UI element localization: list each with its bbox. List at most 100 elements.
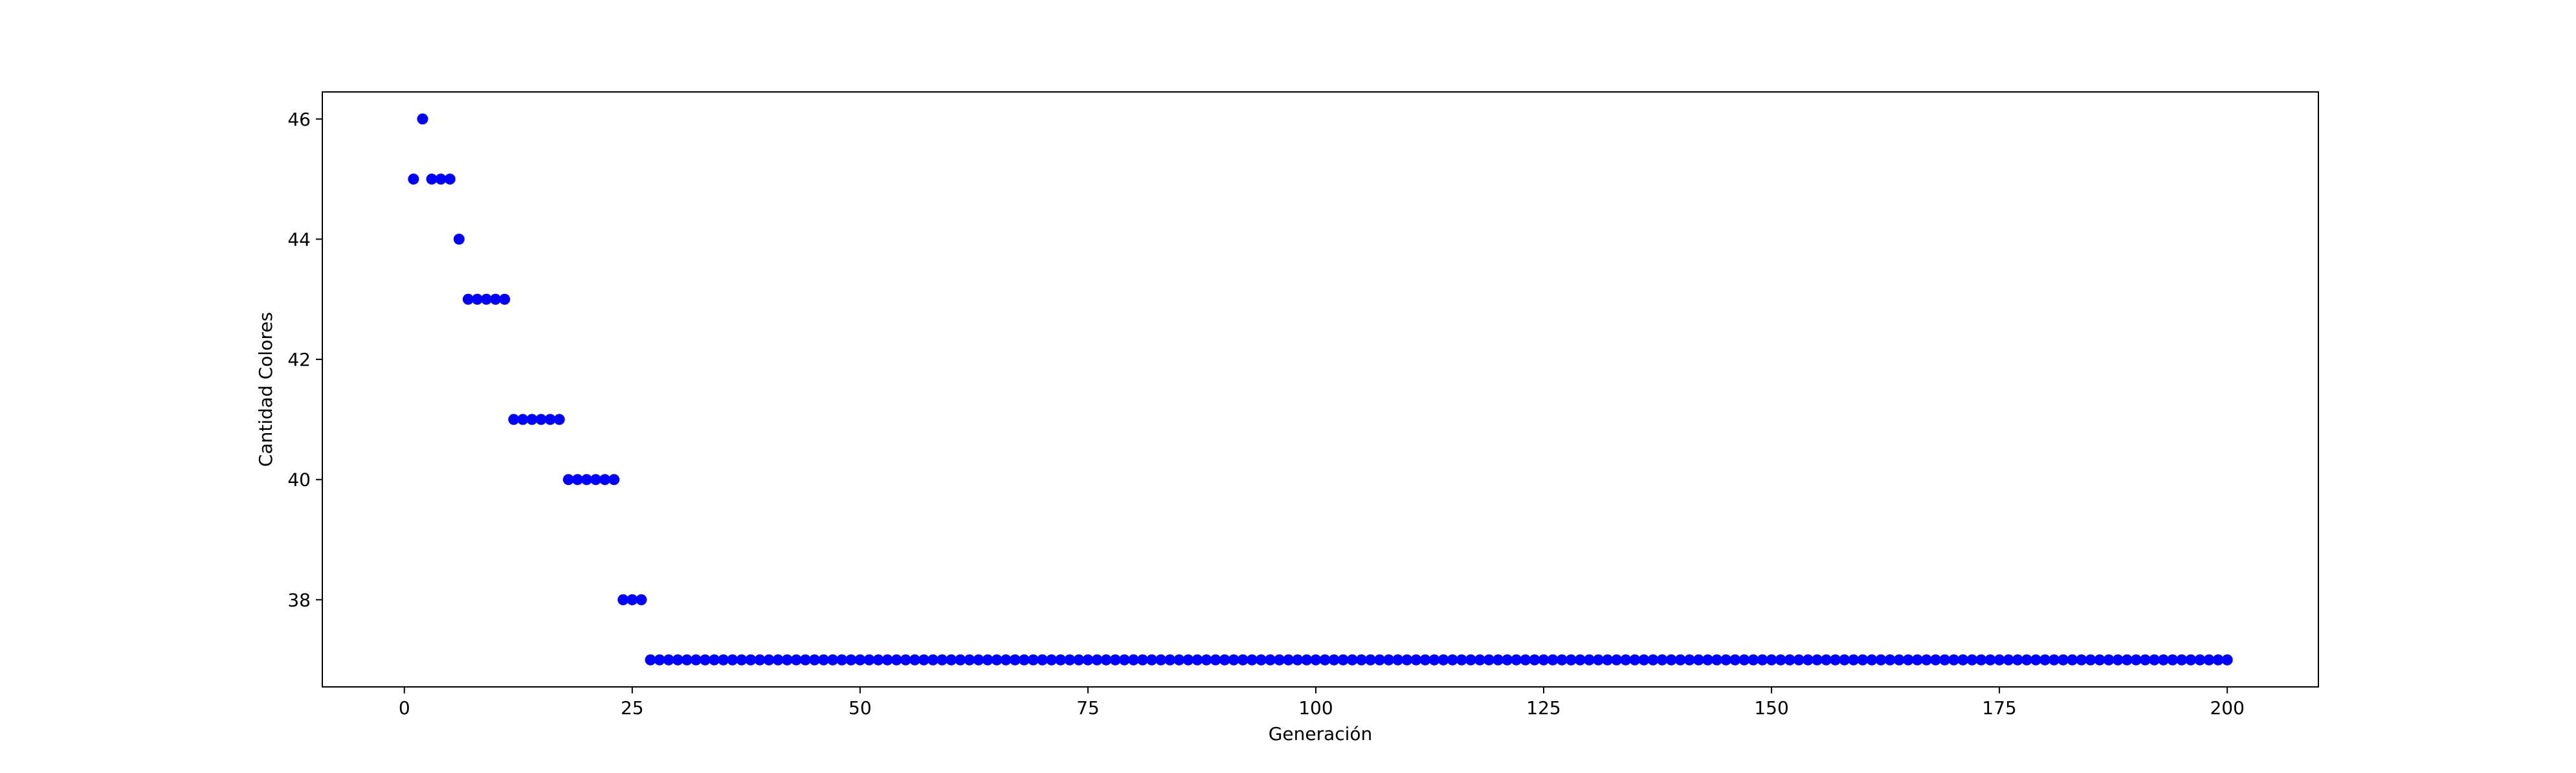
- data-point: [2167, 654, 2179, 666]
- data-point: [490, 293, 502, 305]
- x-tick-label: 100: [1298, 697, 1333, 719]
- data-point: [1620, 654, 1632, 666]
- data-point: [1665, 654, 1677, 666]
- data-point: [808, 654, 820, 666]
- data-point: [1611, 654, 1623, 666]
- x-tick-label: 150: [1754, 697, 1788, 719]
- data-point: [1401, 654, 1413, 666]
- data-point: [1064, 654, 1076, 666]
- x-axis-ticks: 0 25 50 75 100 125 150 175 200: [399, 687, 2245, 719]
- data-point: [718, 654, 729, 666]
- data-point: [581, 474, 592, 486]
- data-point: [1511, 654, 1522, 666]
- data-point: [1720, 654, 1732, 666]
- data-point: [964, 654, 975, 666]
- data-point: [1109, 654, 1121, 666]
- data-point: [1118, 654, 1130, 666]
- data-point: [918, 654, 929, 666]
- data-point: [955, 654, 966, 666]
- data-point: [1009, 654, 1021, 666]
- data-point: [1593, 654, 1604, 666]
- data-point: [1283, 654, 1294, 666]
- data-point: [1046, 654, 1058, 666]
- x-tick-label: 200: [2210, 697, 2244, 719]
- data-point: [1255, 654, 1267, 666]
- data-point: [672, 654, 683, 666]
- data-point: [799, 654, 811, 666]
- y-tick-label: 40: [287, 469, 311, 491]
- data-point: [663, 654, 674, 666]
- data-point: [699, 654, 711, 666]
- data-point: [1383, 654, 1395, 666]
- plot-area-frame: [322, 91, 2319, 688]
- data-point: [1192, 654, 1203, 666]
- data-point: [1957, 654, 1969, 666]
- data-point: [1000, 654, 1012, 666]
- data-point: [1748, 654, 1759, 666]
- data-point: [617, 594, 629, 605]
- data-point: [1993, 654, 2005, 666]
- data-point: [1219, 654, 1230, 666]
- data-point: [444, 174, 456, 185]
- data-point: [845, 654, 857, 666]
- data-point: [891, 654, 902, 666]
- data-point: [526, 414, 538, 425]
- data-point: [599, 474, 611, 486]
- data-point: [1438, 654, 1449, 666]
- data-point: [1183, 654, 1194, 666]
- data-point: [2039, 654, 2051, 666]
- data-point: [1902, 654, 1914, 666]
- data-point: [1784, 654, 1795, 666]
- data-point: [882, 654, 893, 666]
- data-point: [1364, 654, 1376, 666]
- x-tick-label: 175: [1982, 697, 2016, 719]
- y-axis-label: Cantidad Colores: [255, 312, 276, 467]
- data-point: [1766, 654, 1777, 666]
- data-point: [2085, 654, 2096, 666]
- data-point: [1848, 654, 1860, 666]
- x-tick-label: 25: [621, 697, 644, 719]
- data-point: [535, 414, 547, 425]
- data-point: [872, 654, 884, 666]
- data-point: [1602, 654, 1614, 666]
- data-point: [2149, 654, 2160, 666]
- data-point: [973, 654, 984, 666]
- data-point: [1911, 654, 1923, 666]
- data-point: [1018, 654, 1030, 666]
- data-point: [1729, 654, 1741, 666]
- data-point: [1027, 654, 1039, 666]
- data-point: [900, 654, 911, 666]
- data-point: [1410, 654, 1422, 666]
- data-point: [690, 654, 702, 666]
- data-point: [827, 654, 839, 666]
- data-point: [1355, 654, 1367, 666]
- data-point: [727, 654, 738, 666]
- x-tick-label: 50: [849, 697, 872, 719]
- data-point: [1793, 654, 1804, 666]
- data-point: [681, 654, 693, 666]
- data-point: [1930, 654, 1942, 666]
- data-point: [1538, 654, 1549, 666]
- data-point: [1337, 654, 1349, 666]
- data-point: [1201, 654, 1212, 666]
- data-point: [435, 174, 447, 185]
- data-point: [754, 654, 766, 666]
- data-point: [2030, 654, 2041, 666]
- data-point: [1392, 654, 1404, 666]
- data-point: [863, 654, 875, 666]
- data-point: [2185, 654, 2197, 666]
- data-point: [408, 174, 419, 185]
- data-point: [763, 654, 775, 666]
- data-point: [946, 654, 957, 666]
- data-point: [1246, 654, 1258, 666]
- data-point: [836, 654, 848, 666]
- data-point: [982, 654, 994, 666]
- y-tick-label: 46: [287, 109, 311, 130]
- data-point: [1428, 654, 1440, 666]
- data-point: [2012, 654, 2023, 666]
- data-point: [1830, 654, 1841, 666]
- x-tick-label: 125: [1526, 697, 1560, 719]
- data-point: [1091, 654, 1103, 666]
- data-point: [2103, 654, 2115, 666]
